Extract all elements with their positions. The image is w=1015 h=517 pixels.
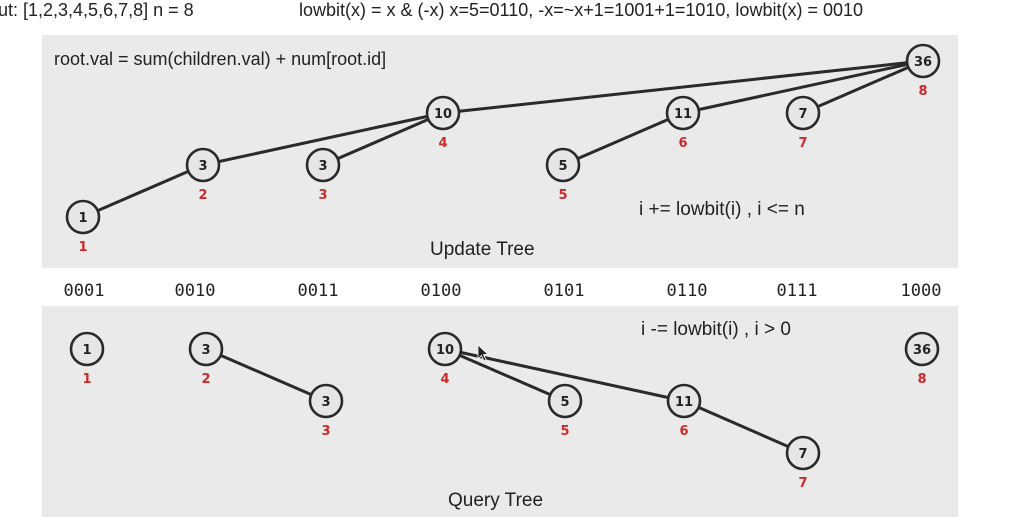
update-node-value: 7: [798, 107, 807, 122]
query-node-2: 32: [188, 331, 224, 387]
binary-label-4: 0100: [420, 281, 462, 301]
binary-label-5: 0101: [543, 281, 585, 301]
query-node-circle: [666, 383, 702, 419]
query-node-circle: [427, 331, 463, 367]
update-node-circle: [665, 95, 701, 131]
update-node-index: 8: [918, 84, 927, 99]
query-node-circle: [308, 383, 344, 419]
binary-label-1: 0001: [63, 281, 105, 301]
update-node-1: 11: [65, 199, 101, 255]
update-node-value: 11: [674, 107, 692, 122]
binary-label-6: 0110: [666, 281, 708, 301]
update-node-value: 3: [318, 159, 327, 174]
query-node-value: 7: [798, 447, 807, 462]
query-node-index: 1: [82, 372, 91, 387]
query-node-8: 36 8: [904, 331, 940, 387]
update-node-value: 10: [434, 107, 452, 122]
query-node-circle: [904, 331, 940, 367]
query-rule: i -= lowbit(i) , i > 0: [641, 319, 791, 340]
query-node-index: 8: [917, 372, 926, 387]
update-edge-6-8: [682, 59, 924, 115]
update-node-3: 33: [305, 147, 341, 203]
query-node-index: 3: [321, 424, 330, 439]
query-node-value: 1: [82, 343, 91, 358]
update-node-index: 2: [198, 188, 207, 203]
update-node-8: 36 8: [905, 43, 941, 99]
update-node-circle: [305, 147, 341, 183]
lowbit-definition-text: lowbit(x) = x & (-x) x=5=0110, -x=~x+1=1…: [299, 0, 863, 20]
query-node-value: 3: [321, 395, 330, 410]
update-node-circle: [185, 147, 221, 183]
query-node-5: 55: [547, 383, 583, 439]
update-node-circle: [545, 147, 581, 183]
update-node-circle: [65, 199, 101, 235]
query-node-circle: [785, 435, 821, 471]
query-node-6: 11 6: [666, 383, 702, 439]
query-node-7: 77: [785, 435, 821, 491]
query-node-value: 10: [436, 343, 454, 358]
binary-label-2: 0010: [174, 281, 216, 301]
query-node-index: 6: [679, 424, 688, 439]
query-edge-4-5: [444, 347, 566, 403]
update-node-7: 77: [785, 95, 821, 151]
update-edge-7-8: [802, 59, 924, 115]
update-edge-4-8: [442, 59, 924, 115]
update-node-5: 55: [545, 147, 581, 203]
binary-label-3: 0011: [297, 281, 339, 301]
update-formula: root.val = sum(children.val) + num[root.…: [54, 49, 387, 69]
update-edge-5-6: [562, 111, 684, 167]
update-node-index: 1: [78, 240, 87, 255]
update-rule: i += lowbit(i) , i <= n: [639, 199, 805, 220]
update-node-6: 11 6: [665, 95, 701, 151]
query-tree-title: Query Tree: [448, 490, 544, 511]
query-node-value: 11: [675, 395, 693, 410]
update-tree-title: Update Tree: [430, 239, 535, 260]
update-node-index: 4: [438, 136, 447, 151]
query-node-value: 36: [913, 343, 931, 358]
query-node-circle: [69, 331, 105, 367]
query-node-value: 3: [201, 343, 210, 358]
query-node-value: 5: [560, 395, 569, 410]
update-node-2: 32: [185, 147, 221, 203]
update-node-index: 3: [318, 188, 327, 203]
update-node-index: 6: [678, 136, 687, 151]
query-node-1: 11: [69, 331, 105, 387]
binary-label-7: 0111: [776, 281, 818, 301]
query-node-circle: [547, 383, 583, 419]
query-node-4: 10 4: [427, 331, 463, 387]
update-node-value: 1: [78, 211, 87, 226]
query-tree-edges: [205, 347, 804, 455]
query-node-index: 4: [440, 372, 449, 387]
update-node-circle: [905, 43, 941, 79]
mouse-cursor-icon: [477, 344, 490, 362]
update-edge-3-4: [322, 111, 444, 167]
query-node-index: 5: [560, 424, 569, 439]
binary-label-8: 1000: [900, 281, 942, 301]
update-node-value: 5: [558, 159, 567, 174]
query-node-3: 33: [308, 383, 344, 439]
query-edge-2-3: [205, 347, 327, 403]
update-tree-edges: [82, 59, 924, 219]
query-node-index: 7: [798, 476, 807, 491]
update-edge-2-4: [202, 111, 444, 167]
update-node-circle: [425, 95, 461, 131]
input-array-text: ut: [1,2,3,4,5,6,7,8] n = 8: [0, 0, 194, 20]
query-node-index: 2: [201, 372, 210, 387]
update-node-circle: [785, 95, 821, 131]
update-node-index: 5: [558, 188, 567, 203]
query-node-circle: [188, 331, 224, 367]
update-node-value: 3: [198, 159, 207, 174]
update-node-index: 7: [798, 136, 807, 151]
update-node-4: 10 4: [425, 95, 461, 151]
query-edge-6-7: [683, 399, 804, 455]
update-node-value: 36: [914, 55, 932, 70]
update-edge-1-2: [82, 163, 204, 219]
